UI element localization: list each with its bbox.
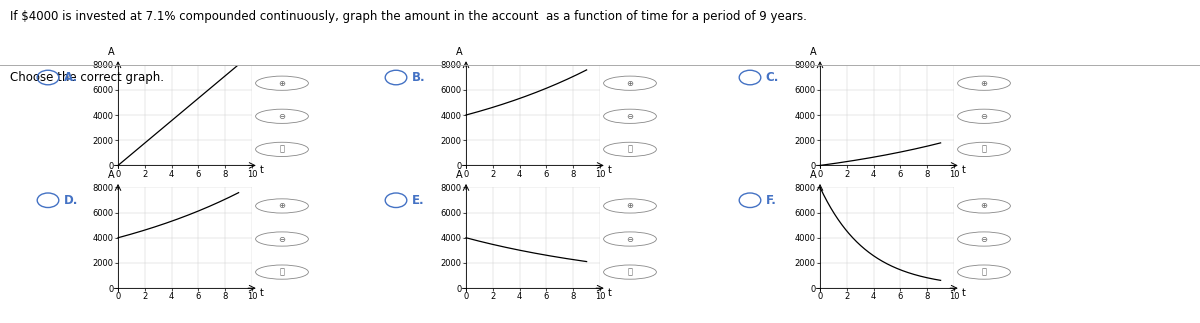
Text: ⧉: ⧉ — [280, 145, 284, 154]
Text: A: A — [108, 170, 115, 180]
Text: t: t — [260, 288, 264, 298]
Text: A: A — [456, 170, 463, 180]
Text: ⧉: ⧉ — [628, 267, 632, 276]
Text: ⊖: ⊖ — [626, 234, 634, 244]
Text: Choose the correct graph.: Choose the correct graph. — [10, 71, 163, 84]
Text: t: t — [260, 165, 264, 175]
Text: ⊖: ⊖ — [626, 112, 634, 121]
Text: ⧉: ⧉ — [982, 145, 986, 154]
Text: C.: C. — [766, 71, 779, 84]
Text: t: t — [962, 165, 966, 175]
Text: B.: B. — [412, 71, 425, 84]
Text: ⧉: ⧉ — [628, 145, 632, 154]
Text: ⊕: ⊕ — [980, 202, 988, 211]
Text: A.: A. — [64, 71, 78, 84]
Text: t: t — [608, 288, 612, 298]
Text: A: A — [456, 47, 463, 57]
Text: A: A — [108, 47, 115, 57]
Text: ⊕: ⊕ — [626, 202, 634, 211]
Text: ⊕: ⊕ — [278, 79, 286, 88]
Text: If $4000 is invested at 7.1% compounded continuously, graph the amount in the ac: If $4000 is invested at 7.1% compounded … — [10, 10, 806, 23]
Text: D.: D. — [64, 194, 78, 207]
Text: ⧉: ⧉ — [280, 267, 284, 276]
Text: ⊖: ⊖ — [980, 112, 988, 121]
Text: t: t — [608, 165, 612, 175]
Text: ⊕: ⊕ — [278, 202, 286, 211]
Text: A: A — [810, 47, 817, 57]
Text: t: t — [962, 288, 966, 298]
Text: ⊕: ⊕ — [980, 79, 988, 88]
Text: ⊕: ⊕ — [626, 79, 634, 88]
Text: F.: F. — [766, 194, 776, 207]
Text: E.: E. — [412, 194, 425, 207]
Text: ⊖: ⊖ — [980, 234, 988, 244]
Text: ⊖: ⊖ — [278, 112, 286, 121]
Text: A: A — [810, 170, 817, 180]
Text: ⧉: ⧉ — [982, 267, 986, 276]
Text: ⊖: ⊖ — [278, 234, 286, 244]
